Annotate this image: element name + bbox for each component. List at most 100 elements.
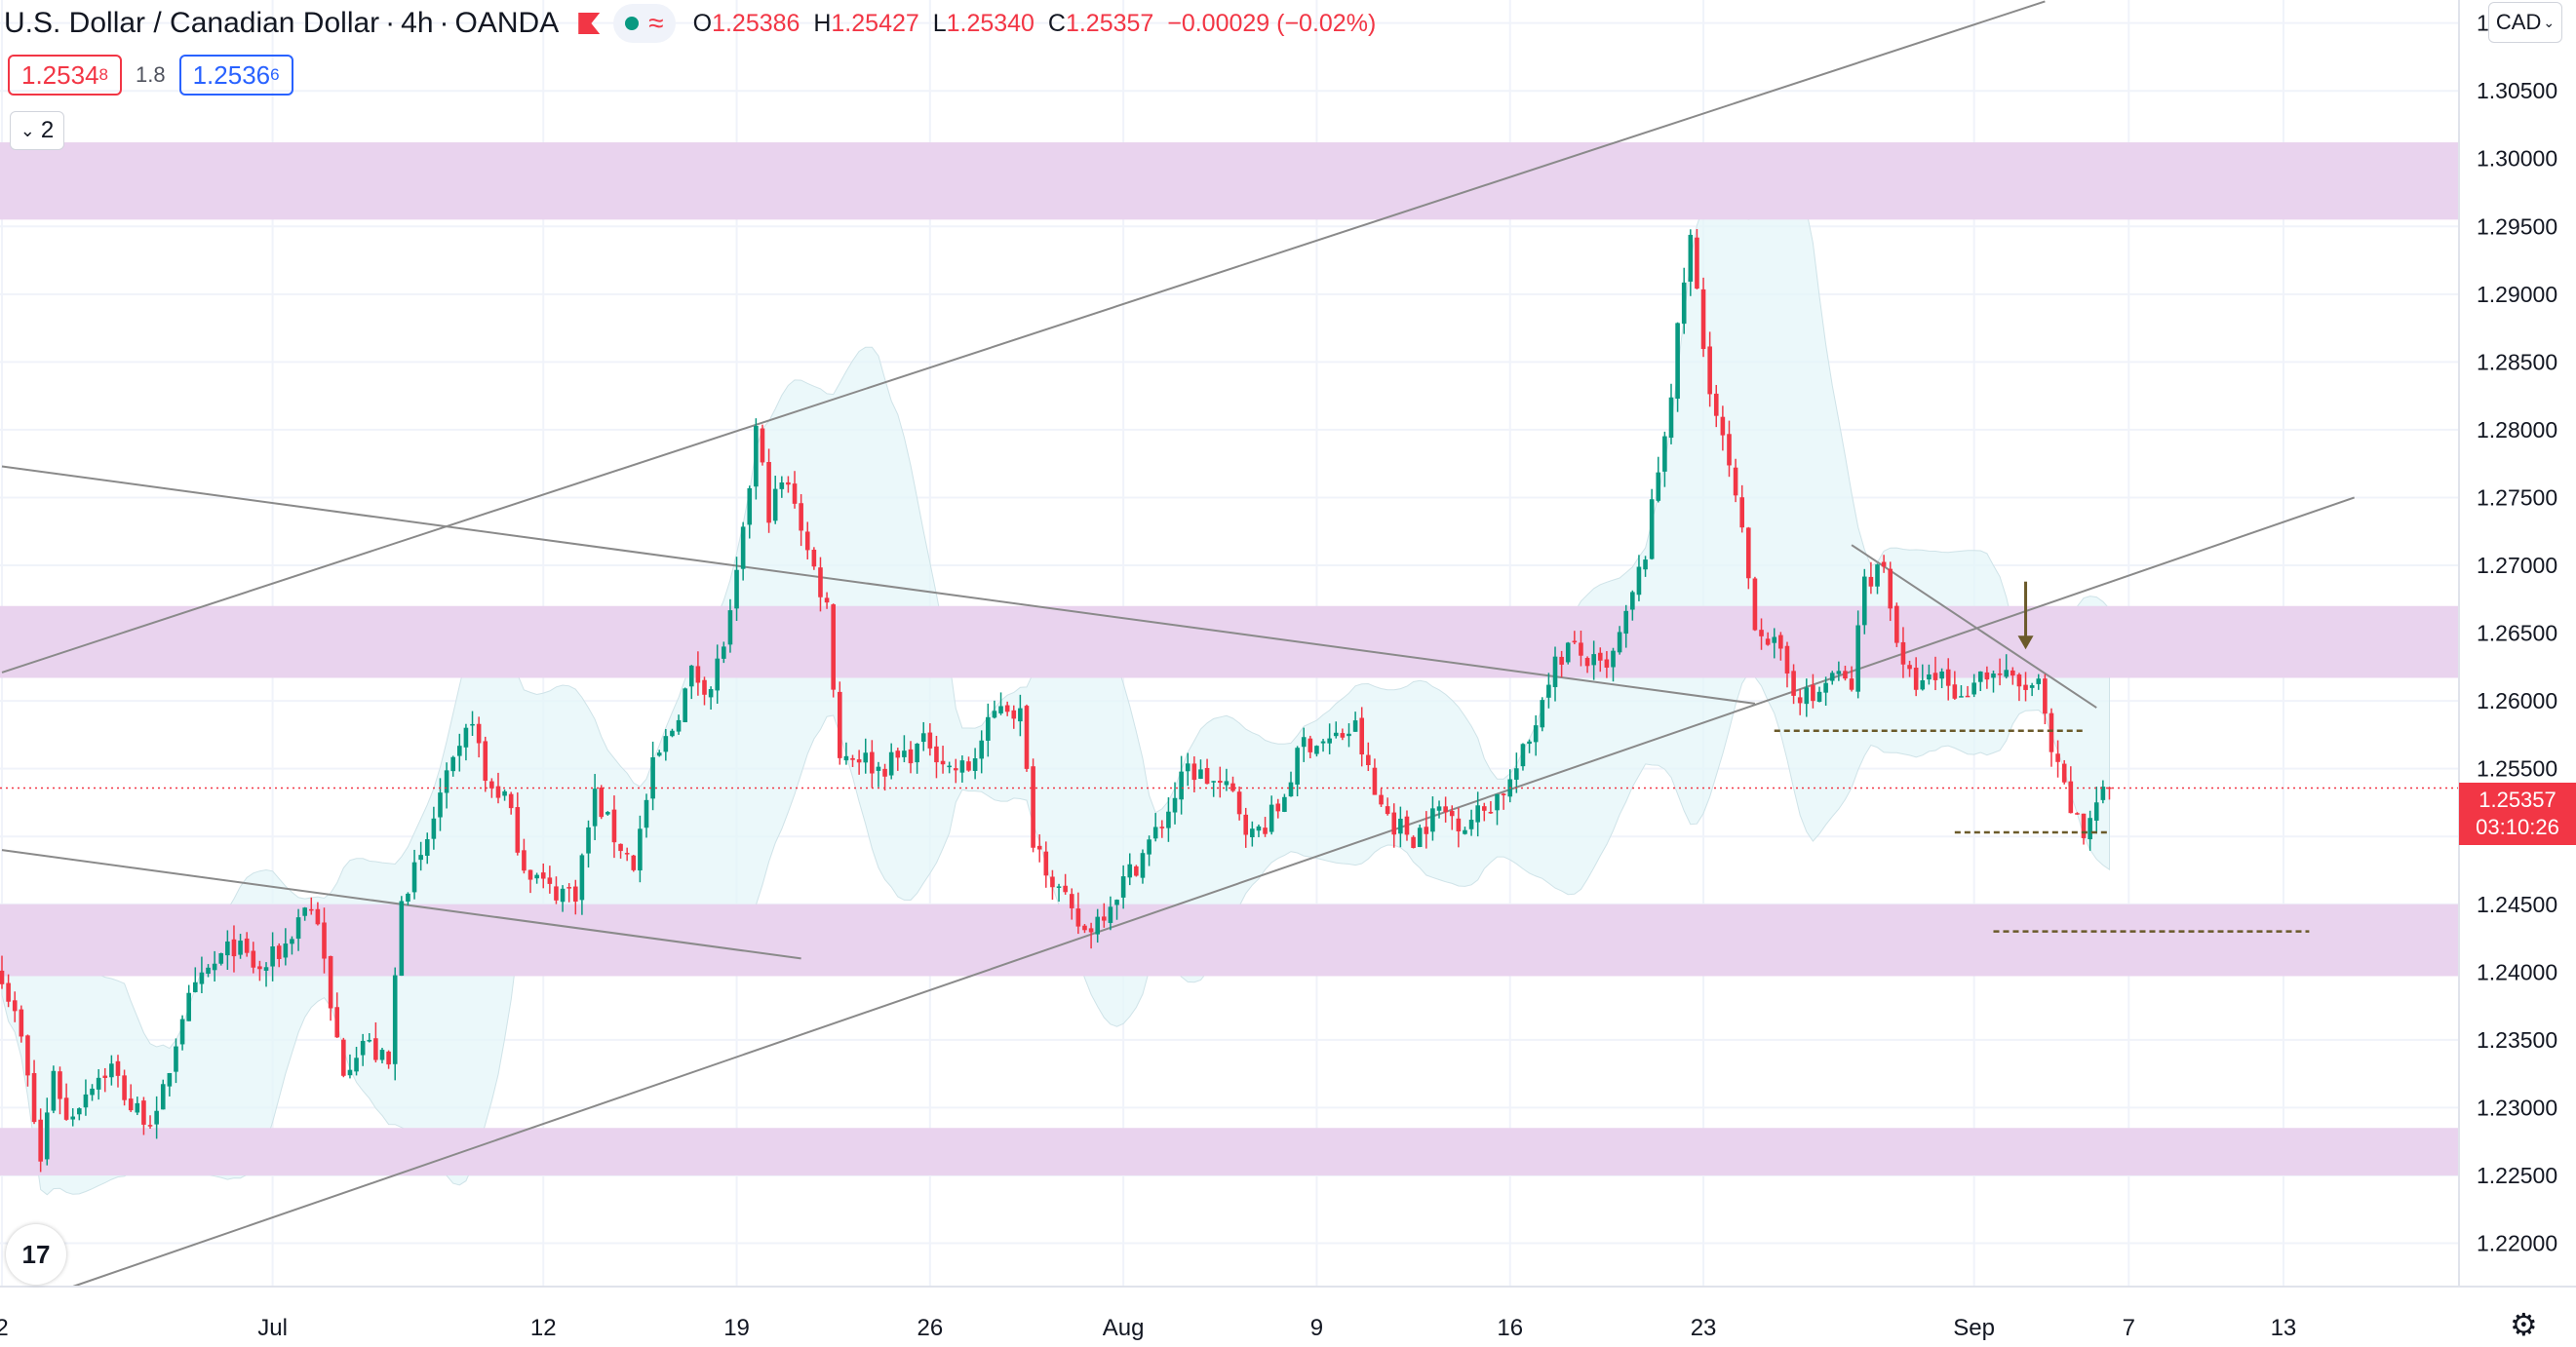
candle-body [804,531,810,551]
candle-body [522,850,527,871]
candle-body [341,1039,346,1076]
candle-body [231,939,237,957]
candle-body [540,872,546,879]
y-tick-label: 1.22000 [2477,1230,2557,1255]
candle-body [1746,527,1751,579]
candle-body [2016,674,2022,687]
candle-body [450,756,455,772]
candle-body [1366,754,1371,766]
candle-body [1159,827,1165,828]
candle-body [354,1058,359,1072]
candle-body [1617,632,1622,653]
candle-body [174,1046,178,1072]
candle-body [1417,827,1423,848]
candle-body [392,975,398,1064]
candle-body [1611,650,1616,668]
chevron-down-icon: ⌄ [20,120,35,140]
candle-body [618,843,623,852]
candle-body [683,688,687,723]
market-status-pill[interactable]: ≈ [613,4,676,43]
candle-body [1230,783,1235,791]
candle-body [998,706,1003,713]
x-tick-label: 12 [530,1315,557,1341]
candle-body [102,1075,108,1078]
candle-body [424,839,430,856]
candle-body [1063,885,1068,893]
candle-body [1166,811,1171,828]
candle-body [1932,673,1938,680]
candle-body [1894,605,1899,643]
candle-body [1843,671,1848,679]
candle-body [418,855,423,861]
candle-body [1456,818,1462,831]
candle-body [251,950,256,968]
candle-body [495,786,501,798]
sell-button[interactable]: 1.2534 8 [8,55,122,96]
gear-icon[interactable]: ⚙ [2510,1307,2538,1342]
candle-body [1855,625,1860,692]
candle-body [1927,674,1932,680]
candle-body [566,887,571,889]
tradingview-logo-icon[interactable]: 17 [6,1224,66,1285]
candle-body [527,869,533,880]
buy-button[interactable]: 1.2536 6 [178,55,293,96]
x-tick-label: 26 [917,1315,943,1341]
candle-body [1127,864,1133,878]
x-tick-label: Sep [1953,1315,1995,1341]
candle-body [1398,818,1403,834]
candle-body [863,752,869,763]
symbol-title[interactable]: U.S. Dollar / Canadian Dollar [4,7,380,39]
candle-body [838,691,842,758]
flag-icon[interactable] [578,13,601,34]
exchange-label: OANDA [454,7,560,39]
candle-body [734,569,739,609]
candlestick-series [0,229,2112,1173]
candle-body [457,746,462,756]
candle-body [1720,416,1726,436]
y-tick-label: 1.29000 [2477,282,2557,307]
candle-body [722,646,726,659]
candle-body [1945,669,1951,686]
indicators-toggle-button[interactable]: ⌄ 2 [10,111,64,150]
candle-body [611,809,617,843]
dashed-levels [0,581,2459,933]
candle-body [431,818,437,839]
candle-body [1320,741,1326,744]
candle-body [1050,876,1055,888]
candle-body [1275,803,1281,812]
candle-body [263,967,269,971]
candle-body [1056,886,1062,888]
interval-label[interactable]: 4h [401,7,434,39]
candle-body [2049,712,2054,752]
candle-body [1688,234,1694,282]
candle-body [1495,793,1500,811]
candle-body [1784,645,1790,674]
candle-body [1301,737,1307,748]
candle-body [438,792,443,818]
candle-body [1204,767,1210,785]
candle-body [1552,656,1558,687]
candle-body [1069,894,1074,908]
candle-body [1333,732,1339,737]
candle-body [1191,763,1197,781]
candle-body [476,723,482,744]
candle-body [1243,814,1249,835]
candle-body [1533,725,1539,743]
candle-body [1875,564,1880,587]
candle-body [1997,674,2003,675]
chart-header: U.S. Dollar / Canadian Dollar · 4h · OAN… [0,0,1376,47]
candle-body [1114,900,1119,905]
candle-body [63,1097,69,1120]
currency-button[interactable]: CAD ⌄ [2488,2,2562,43]
candle-body [1849,678,1854,690]
candle-body [186,992,191,1021]
candle-body [779,482,785,489]
candle-body [1468,820,1474,829]
change-value: −0.00029 (−0.02%) [1167,9,1377,37]
candle-body [1018,708,1023,722]
candle-body [1179,771,1184,800]
candle-body [2107,787,2112,789]
candle-body [1565,642,1571,663]
candle-body [927,732,933,749]
